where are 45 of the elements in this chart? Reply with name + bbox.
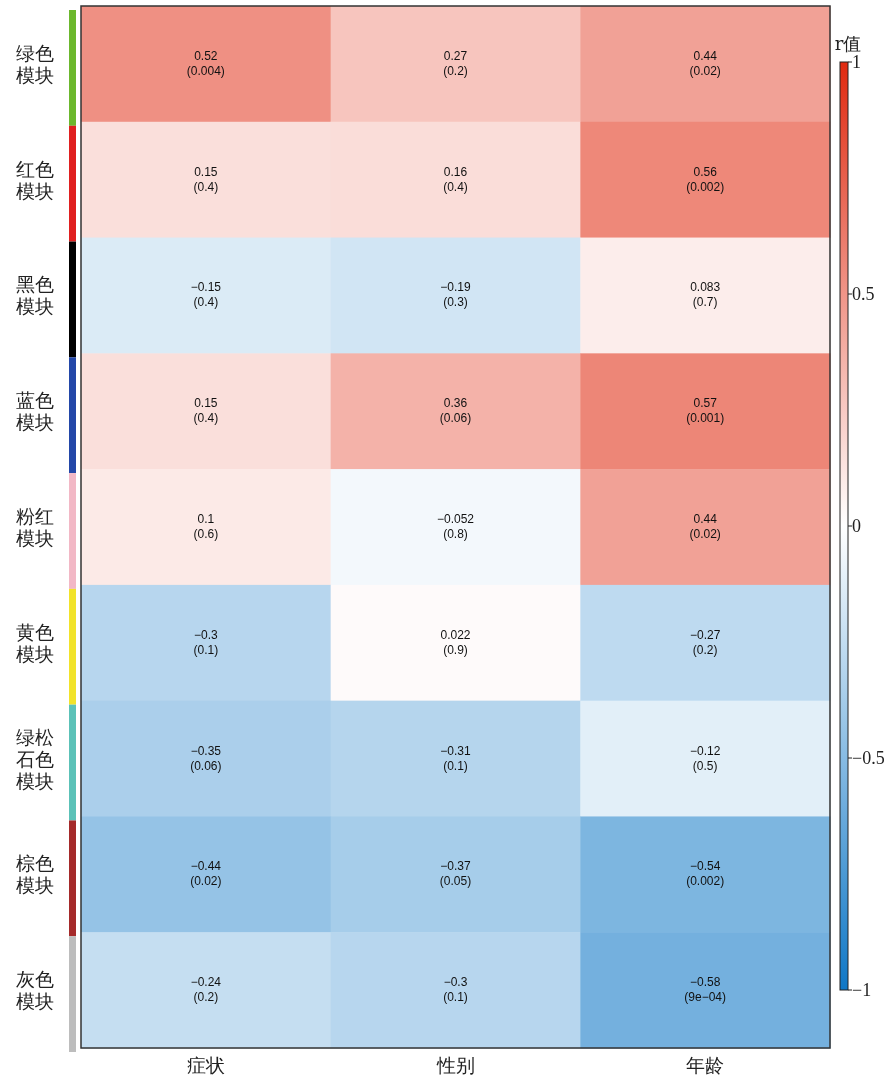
data-label: 0.56 (0.002) <box>686 164 725 194</box>
y-tick-label: 灰色模块 <box>16 968 54 1013</box>
y-tick-label: 黄色模块 <box>16 620 54 665</box>
data-label: −0.24 (0.2) <box>190 975 222 1005</box>
y-tick-label: 棕色模块 <box>16 852 54 897</box>
data-label: 0.52 (0.004) <box>186 48 225 78</box>
color-bar-label: 1 <box>852 52 861 72</box>
y-tick-label: 红色模块 <box>16 157 54 202</box>
color-bar-label: −1 <box>852 980 872 1000</box>
data-label: 0.36 (0.06) <box>439 396 472 426</box>
x-tick-label: 症状 <box>186 1054 225 1076</box>
x-tick-label: 性别 <box>435 1054 475 1076</box>
data-label: −0.3 (0.1) <box>193 627 219 657</box>
data-label: −0.3 (0.1) <box>443 975 468 1005</box>
data-label: 0.1 (0.6) <box>193 512 219 541</box>
data-label: −0.37 (0.05) <box>439 859 472 889</box>
data-label: −0.35 (0.06) <box>190 743 222 773</box>
color-bar-label: 0.5 <box>852 284 875 304</box>
data-label: −0.54 (0.002) <box>686 859 725 889</box>
data-label: −0.31 (0.1) <box>440 743 471 773</box>
data-label: −0.58 (9e−04) <box>684 975 727 1005</box>
data-label: 0.15 (0.4) <box>193 164 219 194</box>
data-label: 0.44 (0.02) <box>689 512 721 541</box>
data-label: 0.27 (0.2) <box>443 48 468 78</box>
data-label: −0.052 (0.8) <box>436 512 475 541</box>
data-label: 0.022 (0.9) <box>440 627 471 657</box>
y-tick-label: 绿色模块 <box>16 41 54 86</box>
data-label: 0.44 (0.02) <box>689 48 721 78</box>
data-label: −0.44 (0.02) <box>190 859 222 889</box>
y-tick-label: 绿松石色模块 <box>16 725 54 792</box>
color-bar-label: −0.5 <box>852 748 885 768</box>
data-label: −0.12 (0.5) <box>689 743 721 773</box>
y-tick-label: 蓝色模块 <box>16 389 54 434</box>
y-tick-label: 粉红模块 <box>16 505 54 549</box>
data-label: 0.083 (0.7) <box>690 280 721 310</box>
color-bar-title: r值 <box>834 33 862 54</box>
data-label: 0.15 (0.4) <box>193 396 219 426</box>
x-tick-label: 年龄 <box>686 1054 725 1076</box>
y-tick-label: 黑色模块 <box>16 273 54 318</box>
data-label: −0.27 (0.2) <box>689 627 721 657</box>
data-label: −0.15 (0.4) <box>190 280 222 310</box>
data-label: −0.19 (0.3) <box>440 280 471 310</box>
data-label: 0.16 (0.4) <box>443 164 468 194</box>
data-label: 0.57 (0.001) <box>686 396 725 426</box>
color-bar-label: 0 <box>852 516 861 536</box>
